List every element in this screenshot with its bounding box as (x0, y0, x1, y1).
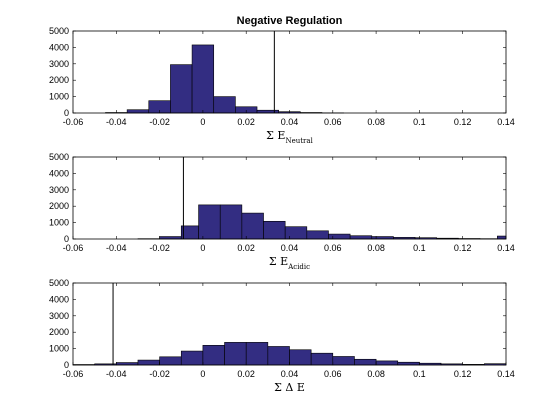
histogram-bar (332, 356, 355, 366)
x-axis-label: Σ Δ E (274, 381, 305, 394)
y-tick-label: 0 (64, 360, 69, 370)
y-tick-label: 1000 (49, 218, 69, 228)
x-tick-label: -0.06 (63, 117, 84, 127)
x-tick-label: 0.02 (237, 369, 255, 379)
y-tick-label: 1000 (49, 92, 69, 102)
histogram-bar (202, 345, 225, 366)
y-tick-label: 4000 (49, 294, 69, 304)
x-tick-label: 0.1 (413, 243, 426, 253)
histogram-bar (126, 109, 150, 114)
histogram-bar (310, 352, 334, 366)
x-tick-label: 0 (200, 369, 205, 379)
x-axis-label: Σ ENeutral (266, 129, 313, 145)
histogram-bar (213, 96, 236, 114)
y-tick-label: 0 (64, 234, 69, 244)
x-tick-label: -0.06 (63, 243, 84, 253)
histogram-bar (241, 212, 264, 240)
y-tick-label: 0 (64, 108, 69, 118)
histogram-bar (497, 235, 507, 240)
x-tick-label: 0.14 (497, 243, 515, 253)
x-tick-label: -0.06 (63, 369, 84, 379)
y-tick-label: 5000 (49, 152, 69, 162)
x-tick-label: 0.04 (281, 369, 299, 379)
x-tick-label: -0.04 (106, 369, 127, 379)
x-axis-label: Σ EAcidic (269, 255, 310, 271)
histogram-bar (375, 360, 399, 366)
histogram-panel-1: -0.06 -0.04 -0.02 0 0.02 0.04 0.06 0.08 0.1 0.12 0… (49, 15, 515, 145)
histogram-bar (289, 349, 312, 366)
x-tick-label: 0.14 (497, 117, 515, 127)
x-tick-label: 0 (200, 243, 205, 253)
x-tick-label: 0.06 (324, 117, 342, 127)
y-tick-label: 5000 (49, 278, 69, 288)
axes-box (72, 30, 507, 114)
histogram-panel-2: -0.06 -0.04 -0.02 0 0.02 0.04 0.06 0.08 0.1 0.12 0… (49, 152, 515, 271)
histogram-bar (219, 204, 243, 240)
histogram-bar (191, 44, 215, 114)
histogram-bar (198, 204, 221, 240)
x-tick-label: 0.04 (281, 243, 299, 253)
histogram-bar (267, 346, 290, 366)
y-tick-label: 1000 (49, 344, 69, 354)
x-tick-label: 0.12 (454, 243, 472, 253)
y-tick-label: 4000 (49, 168, 69, 178)
y-tick-label: 2000 (49, 75, 69, 85)
histogram-bar (256, 109, 279, 114)
y-tick-label: 3000 (49, 185, 69, 195)
x-tick-label: 0.1 (413, 369, 426, 379)
x-tick-label: 0.14 (497, 369, 515, 379)
histogram-bar (397, 361, 420, 366)
y-tick-label: 2000 (49, 327, 69, 337)
histogram-bar (159, 356, 182, 366)
histogram-bar (170, 64, 193, 114)
x-tick-label: 0.12 (454, 117, 472, 127)
histogram-bar (306, 230, 329, 240)
x-tick-label: 0.12 (454, 369, 472, 379)
x-tick-label: -0.04 (106, 117, 127, 127)
histogram-bar (349, 235, 373, 240)
x-tick-label: 0.02 (237, 243, 255, 253)
x-tick-label: 0.08 (367, 243, 385, 253)
x-tick-label: -0.02 (149, 369, 170, 379)
x-tick-label: 0.06 (324, 243, 342, 253)
y-tick-label: 5000 (49, 26, 69, 36)
histogram-bar (354, 358, 377, 366)
x-tick-label: 0.08 (367, 117, 385, 127)
histogram-bar (245, 342, 269, 366)
y-tick-label: 3000 (49, 311, 69, 321)
x-tick-label: 0.02 (237, 117, 255, 127)
chart-title: Negative Regulation (237, 15, 343, 27)
x-tick-label: -0.04 (106, 243, 127, 253)
y-tick-label: 2000 (49, 201, 69, 211)
histogram-panel-3: -0.06 -0.04 -0.02 0 0.02 0.04 0.06 0.08 0.1 0.12 0… (49, 278, 515, 394)
x-tick-label: -0.02 (149, 117, 170, 127)
histogram-bar (224, 342, 247, 366)
histogram-bar (137, 359, 160, 366)
x-tick-label: 0.1 (413, 117, 426, 127)
y-tick-label: 3000 (49, 59, 69, 69)
histogram-bar (328, 233, 351, 240)
histogram-bar (180, 350, 204, 366)
x-tick-label: 0.04 (281, 117, 299, 127)
x-tick-label: 0.08 (367, 369, 385, 379)
x-tick-label: -0.02 (149, 243, 170, 253)
histogram-bar (263, 220, 286, 240)
histogram-bar (284, 226, 308, 240)
x-tick-label: 0 (200, 117, 205, 127)
y-tick-label: 4000 (49, 42, 69, 52)
x-tick-label: 0.06 (324, 369, 342, 379)
